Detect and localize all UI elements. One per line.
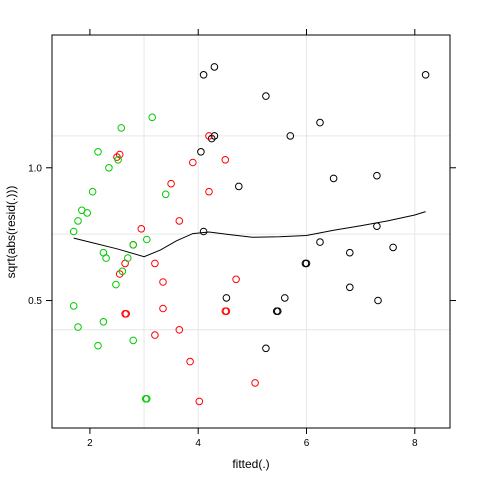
- data-point-black: [346, 248, 354, 257]
- data-point-green: [74, 217, 82, 225]
- data-point-red: [221, 156, 230, 164]
- data-point-green: [118, 267, 127, 276]
- data-point-green: [74, 323, 82, 331]
- data-point-black: [197, 148, 205, 156]
- data-point-red: [232, 275, 240, 284]
- x-tick-label: 2: [87, 438, 93, 449]
- data-point-black: [373, 222, 381, 230]
- y-tick-label: 1.0: [28, 163, 42, 174]
- data-point-green: [129, 336, 137, 345]
- data-point-green: [94, 148, 102, 156]
- data-point-black: [421, 71, 430, 79]
- data-point-black: [301, 259, 310, 268]
- data-point-green: [94, 341, 102, 350]
- y-axis-title: sqrt(abs(resid(.))): [4, 186, 18, 279]
- axis-ticks: 2 4 6 8 0.5 1.0: [28, 29, 456, 449]
- data-point-green: [105, 164, 113, 172]
- data-point-green: [102, 254, 110, 262]
- data-point-red: [159, 278, 167, 286]
- data-point-red: [115, 150, 124, 159]
- data-point-black: [316, 238, 324, 246]
- data-point-red: [205, 187, 213, 196]
- smooth-curve-group: [73, 211, 426, 258]
- data-point-green: [114, 156, 122, 164]
- data-point-green: [83, 209, 91, 217]
- data-point-green: [88, 187, 97, 196]
- data-point-red: [137, 225, 146, 233]
- data-point-black: [281, 294, 289, 302]
- data-point-red: [175, 217, 184, 225]
- data-point-green: [129, 241, 137, 249]
- data-point-black: [374, 296, 382, 305]
- data-point-green: [69, 227, 78, 236]
- data-point-red: [189, 158, 197, 167]
- y-tick-label: 0.5: [28, 296, 42, 307]
- data-point-red: [195, 397, 204, 406]
- plot-panel-border: [51, 34, 451, 429]
- data-point-black: [316, 118, 324, 127]
- data-point-green: [124, 254, 132, 262]
- data-point-black: [207, 134, 216, 143]
- data-point-red: [222, 307, 231, 316]
- data-point-black: [389, 243, 397, 252]
- data-point-green: [161, 190, 170, 199]
- data-point-black: [373, 171, 381, 180]
- data-point-green: [99, 318, 108, 326]
- data-point-black: [210, 132, 219, 140]
- data-point-black: [329, 174, 338, 183]
- data-point-black: [262, 344, 270, 353]
- x-tick-label: 6: [304, 438, 310, 449]
- data-point-red: [159, 304, 167, 313]
- data-point-red: [151, 331, 159, 339]
- data-point-red: [122, 310, 130, 318]
- data-point-red: [115, 270, 124, 278]
- data-point-black: [235, 182, 243, 191]
- data-points: [69, 63, 430, 406]
- data-point-black: [199, 227, 208, 236]
- data-point-black: [346, 283, 354, 292]
- data-point-red: [251, 379, 259, 387]
- data-point-red: [205, 132, 213, 140]
- data-point-black: [210, 63, 219, 71]
- data-point-green: [69, 302, 78, 310]
- data-point-black: [199, 71, 208, 79]
- data-point-green: [141, 395, 150, 403]
- data-point-green: [143, 235, 151, 244]
- smooth-line: [73, 211, 426, 258]
- data-point-red: [175, 326, 184, 334]
- data-point-green: [117, 124, 126, 132]
- data-point-green: [148, 113, 156, 122]
- data-point-black: [286, 132, 295, 140]
- data-point-red: [151, 259, 159, 268]
- data-point-black: [274, 307, 282, 316]
- grid-lines: [52, 35, 450, 428]
- data-point-green: [112, 280, 120, 289]
- x-tick-label: 4: [195, 438, 201, 449]
- data-point-black: [262, 92, 270, 100]
- x-axis-title: fitted(.): [232, 457, 269, 471]
- x-tick-label: 8: [412, 438, 418, 449]
- data-point-red: [167, 179, 175, 188]
- data-point-red: [186, 357, 194, 366]
- data-point-black: [222, 294, 231, 302]
